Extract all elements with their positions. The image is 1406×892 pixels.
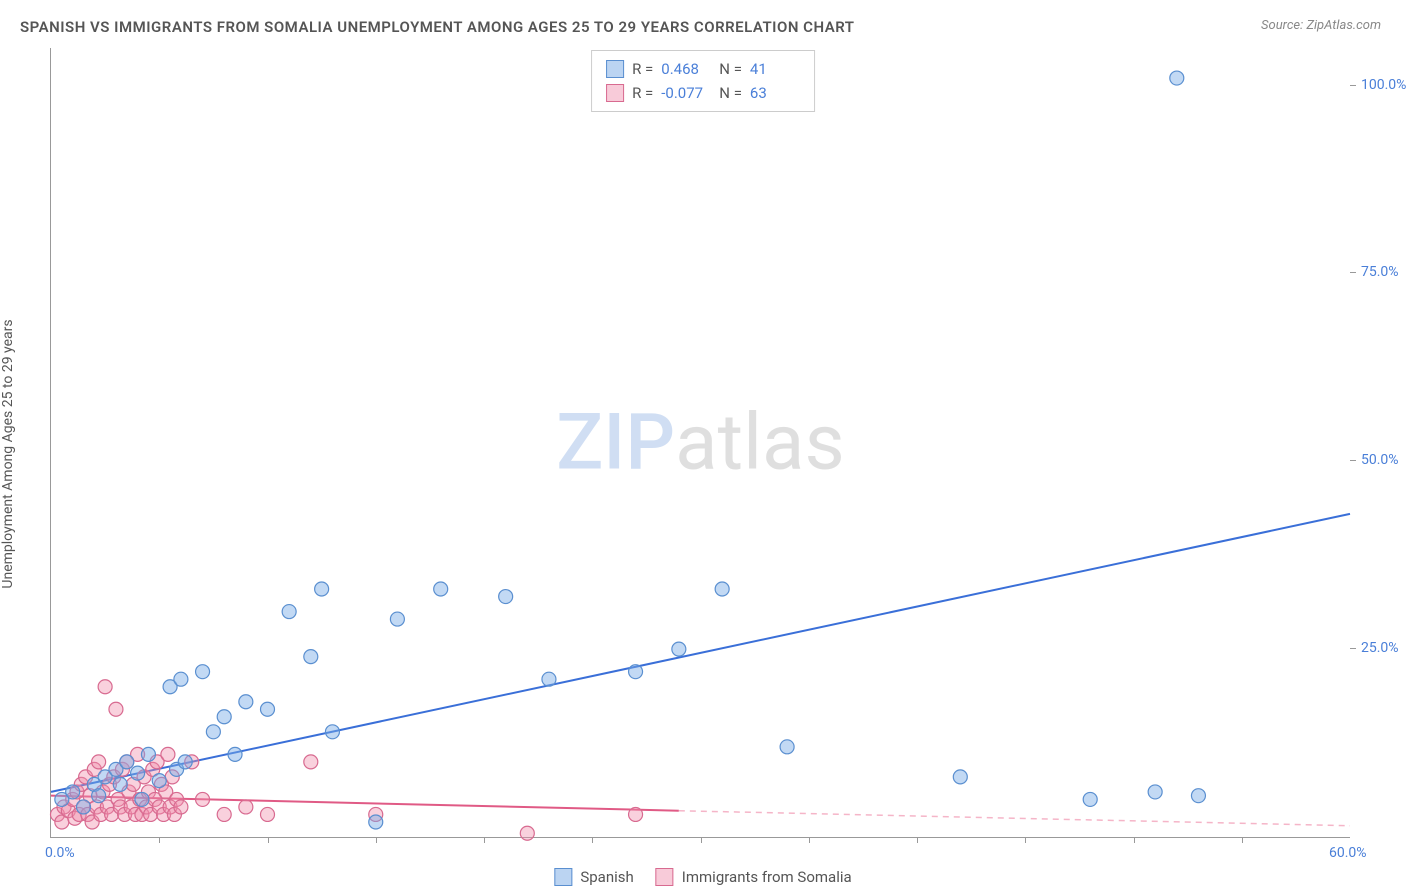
chart-title: SPANISH VS IMMIGRANTS FROM SOMALIA UNEMP…	[20, 18, 855, 36]
y-tick-label: 50.0%	[1361, 452, 1399, 468]
source-attribution: Source: ZipAtlas.com	[1261, 18, 1381, 33]
series-legend: Spanish Immigrants from Somalia	[554, 868, 851, 886]
y-axis-label: Unemployment Among Ages 25 to 29 years	[0, 319, 16, 588]
r-label: R =	[632, 81, 653, 105]
swatch-pink-icon	[606, 84, 624, 102]
y-tick-label: 100.0%	[1361, 77, 1406, 93]
r-label: R =	[632, 57, 653, 81]
legend-label-spanish: Spanish	[580, 868, 633, 886]
legend-item-somalia: Immigrants from Somalia	[656, 868, 852, 886]
swatch-blue-icon	[554, 868, 572, 886]
spanish-r-value: 0.468	[661, 57, 711, 81]
x-tick-label: 0.0%	[45, 845, 75, 861]
legend-item-spanish: Spanish	[554, 868, 633, 886]
n-label: N =	[719, 81, 742, 105]
source-label: Source:	[1261, 18, 1303, 33]
n-label: N =	[719, 57, 742, 81]
somalia-n-value: 63	[750, 81, 800, 105]
y-tick-label: 75.0%	[1361, 264, 1399, 280]
swatch-pink-icon	[656, 868, 674, 886]
correlation-legend: R = 0.468 N = 41 R = -0.077 N = 63	[591, 50, 815, 112]
plot-area: ZIPatlas	[50, 48, 1350, 838]
somalia-r-value: -0.077	[661, 81, 711, 105]
source-link[interactable]: ZipAtlas.com	[1306, 18, 1381, 33]
legend-row-spanish: R = 0.468 N = 41	[606, 57, 800, 81]
swatch-blue-icon	[606, 60, 624, 78]
x-tick-label: 60.0%	[1329, 845, 1367, 861]
scatter-plot	[51, 48, 1350, 837]
y-tick-label: 25.0%	[1361, 640, 1399, 656]
legend-row-somalia: R = -0.077 N = 63	[606, 81, 800, 105]
legend-label-somalia: Immigrants from Somalia	[682, 868, 852, 886]
spanish-n-value: 41	[750, 57, 800, 81]
